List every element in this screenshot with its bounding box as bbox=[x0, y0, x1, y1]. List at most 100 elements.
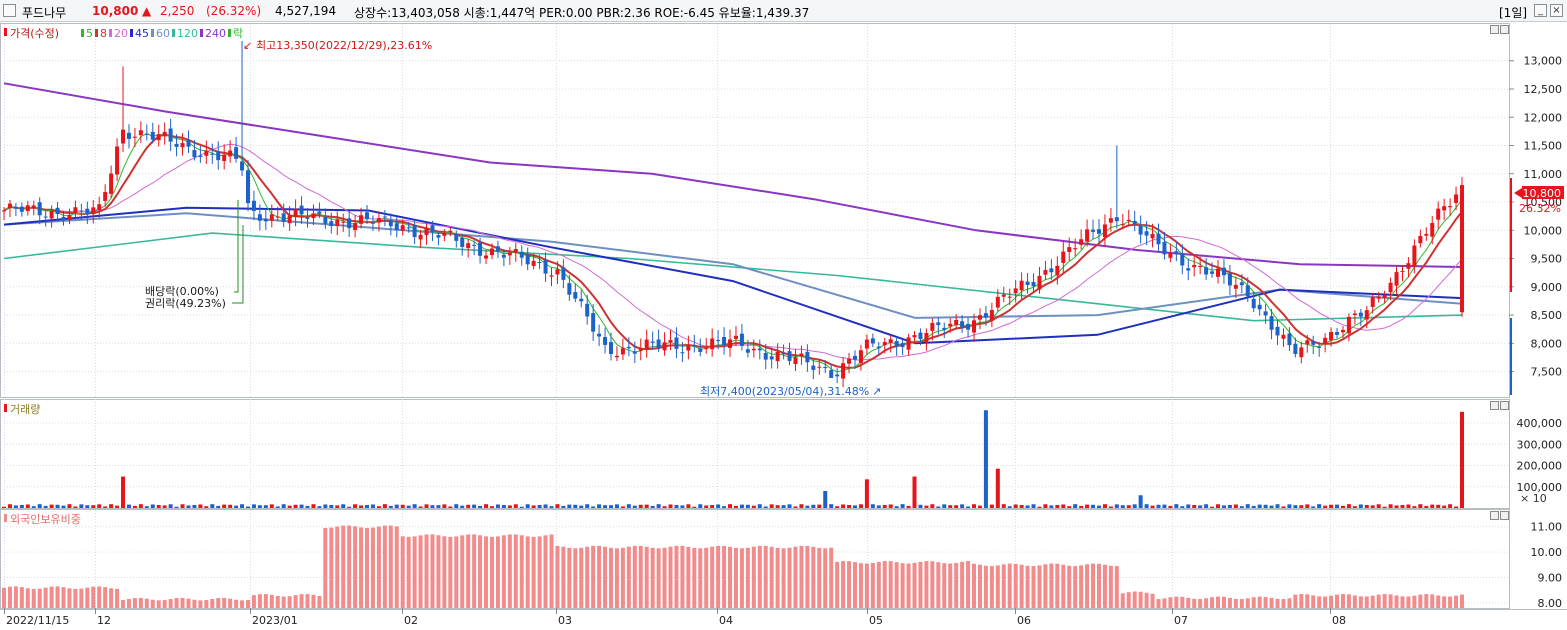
volume-bar bbox=[614, 504, 619, 508]
foreign-bar bbox=[1192, 598, 1197, 608]
foreign-bar bbox=[668, 546, 673, 608]
foreign-bar bbox=[311, 594, 316, 608]
candle-body bbox=[25, 205, 30, 212]
foreign-bar bbox=[1245, 598, 1250, 608]
volume-bar bbox=[1406, 504, 1411, 508]
foreign-bar bbox=[1043, 564, 1048, 608]
volume-bar bbox=[192, 504, 197, 508]
price-panel-minimize-icon[interactable] bbox=[1490, 25, 1499, 34]
foreign-bar bbox=[858, 563, 863, 608]
period-selector[interactable]: [1일] bbox=[1499, 6, 1528, 20]
foreign-bar bbox=[25, 588, 30, 608]
foreign-bar bbox=[597, 545, 602, 608]
volume-bar bbox=[222, 504, 227, 508]
volume-bar bbox=[216, 505, 221, 508]
foreign-bar bbox=[412, 536, 417, 608]
volume-bar bbox=[1275, 504, 1280, 508]
volume-bar bbox=[787, 504, 792, 508]
candle-body bbox=[829, 370, 834, 378]
volume-bar bbox=[1317, 504, 1322, 508]
foreign-bar bbox=[614, 548, 619, 608]
candle-body bbox=[966, 323, 971, 330]
volume-bar bbox=[686, 504, 691, 508]
foreign-bar bbox=[305, 594, 310, 608]
foreign-bar bbox=[864, 563, 869, 608]
minimize-button[interactable]: _ bbox=[1534, 4, 1547, 17]
foreign-bar bbox=[43, 587, 48, 608]
volume-bar bbox=[1418, 504, 1423, 508]
ma60-line bbox=[3, 212, 1463, 319]
foreign-bar bbox=[210, 599, 215, 608]
volume-bar bbox=[835, 506, 840, 508]
volume-bar bbox=[1210, 506, 1215, 508]
candle-body bbox=[781, 352, 786, 355]
candle-body bbox=[1096, 229, 1101, 234]
moving-average-lines bbox=[3, 82, 1463, 373]
foreign-bar bbox=[1269, 597, 1274, 608]
volume-bar bbox=[1442, 505, 1447, 508]
foreign-bar bbox=[1102, 564, 1107, 608]
candle-body bbox=[240, 161, 245, 171]
foreign-bar bbox=[1287, 598, 1292, 608]
volume-bar bbox=[73, 506, 78, 508]
volume-bar bbox=[287, 505, 292, 508]
candle-body bbox=[1376, 296, 1381, 299]
candle-body bbox=[1329, 331, 1334, 341]
volume-panel-minimize-icon[interactable] bbox=[1490, 401, 1499, 410]
volume-bar bbox=[805, 505, 810, 508]
candle-body bbox=[168, 128, 173, 142]
candle-body bbox=[710, 338, 715, 350]
foreign-bar bbox=[823, 548, 828, 608]
volume-bar bbox=[25, 504, 30, 508]
select-checkbox[interactable] bbox=[3, 4, 16, 17]
foreign-bar bbox=[555, 545, 560, 608]
foreign-bar bbox=[55, 586, 60, 608]
volume-bar bbox=[311, 504, 316, 508]
foreign-bar bbox=[180, 597, 185, 608]
foreign-bar bbox=[484, 536, 489, 608]
volume-panel-close-icon[interactable] bbox=[1500, 401, 1509, 410]
price-panel-close-icon[interactable] bbox=[1500, 25, 1509, 34]
x-tick-label: 02 bbox=[404, 614, 418, 627]
volume-bar bbox=[1073, 504, 1078, 508]
foreign-bar bbox=[1340, 594, 1345, 608]
volume-bar bbox=[430, 505, 435, 508]
candle-body bbox=[674, 337, 679, 349]
foreign-panel-close-icon[interactable] bbox=[1500, 511, 1509, 520]
foreign-bar bbox=[1418, 594, 1423, 608]
close-button[interactable]: × bbox=[1550, 4, 1563, 17]
candle-body bbox=[91, 207, 96, 215]
legend-item: 45 bbox=[135, 27, 149, 40]
volume-bar bbox=[1061, 504, 1066, 508]
volume-bar bbox=[198, 504, 203, 508]
price-tick-label: 12,500 bbox=[1524, 83, 1563, 96]
foreign-bar bbox=[882, 561, 887, 608]
volume-bar bbox=[1126, 505, 1131, 508]
candle-body bbox=[1114, 217, 1119, 222]
foreign-bar bbox=[936, 562, 941, 608]
candle-body bbox=[989, 310, 994, 321]
candle-body bbox=[1227, 273, 1232, 286]
ma20-line bbox=[3, 143, 1463, 361]
foreign-bar bbox=[1126, 592, 1131, 608]
candle-body bbox=[55, 207, 60, 215]
candle-body bbox=[466, 243, 471, 249]
volume-bar bbox=[1305, 504, 1310, 508]
foreign-bar bbox=[2, 587, 6, 608]
foreign-bar bbox=[733, 547, 738, 608]
candle-body bbox=[751, 348, 756, 351]
foreign-tick-label: 11.00 bbox=[1531, 521, 1563, 534]
volume-bar bbox=[162, 505, 167, 508]
foreign-bar bbox=[977, 564, 982, 608]
volume-bar bbox=[174, 506, 179, 508]
candle-body bbox=[823, 367, 828, 369]
candle-body bbox=[1162, 241, 1167, 255]
foreign-bar bbox=[388, 525, 393, 608]
foreign-bar bbox=[966, 561, 971, 608]
volume-bar bbox=[603, 505, 608, 508]
foreign-panel-minimize-icon[interactable] bbox=[1490, 511, 1499, 520]
foreign-bar bbox=[918, 561, 923, 608]
volume-bar bbox=[234, 505, 239, 508]
foreign-bar bbox=[1233, 598, 1238, 608]
